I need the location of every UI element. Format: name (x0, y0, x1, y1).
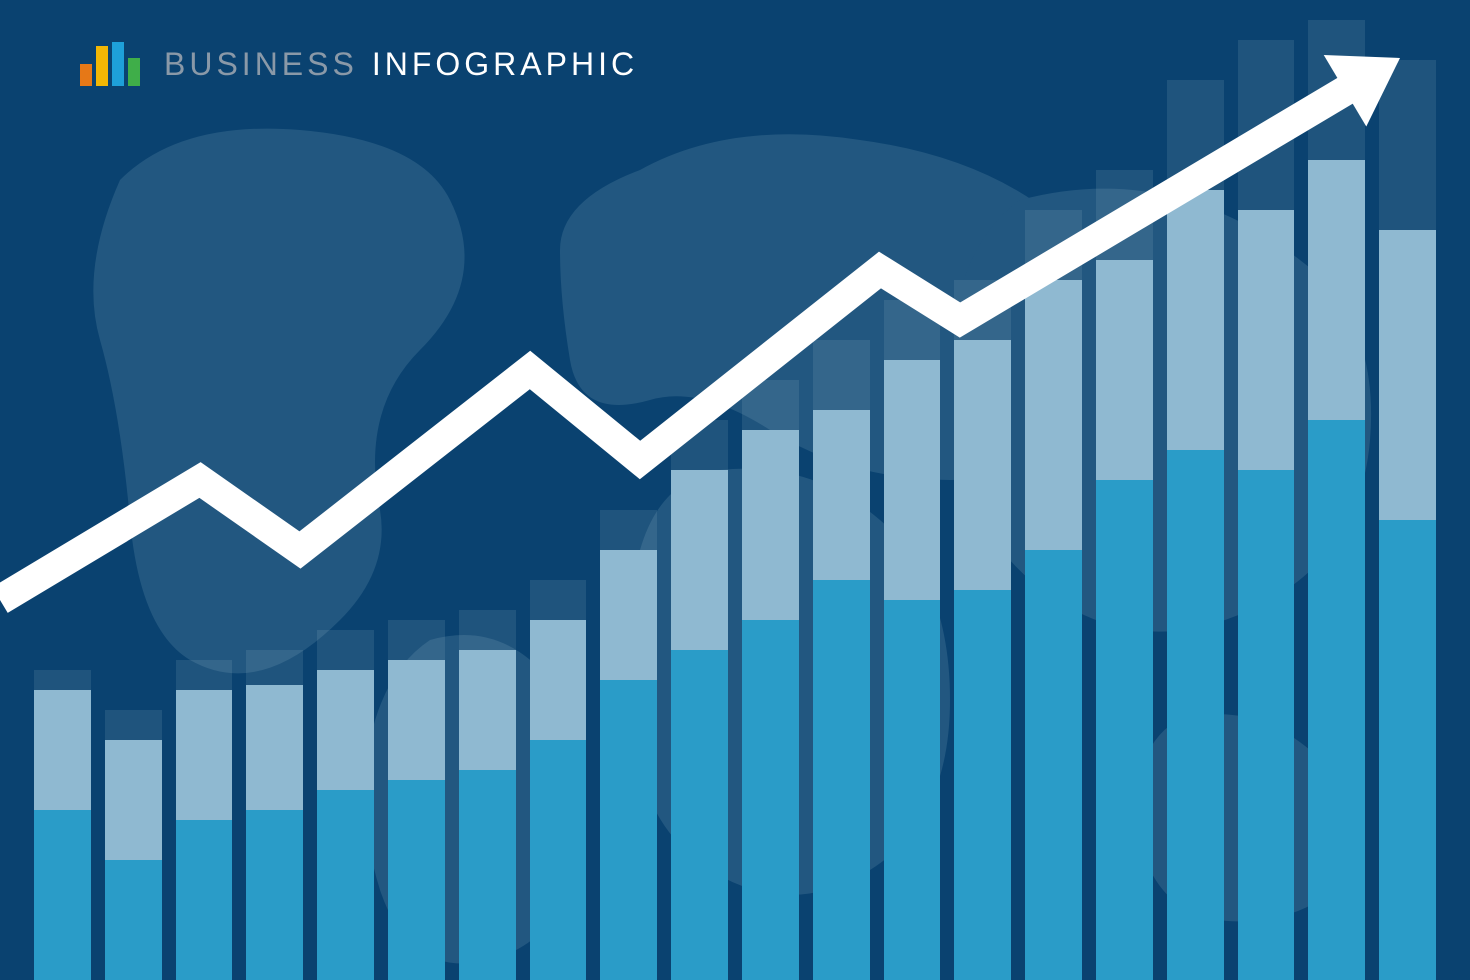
data-bar (954, 340, 1011, 980)
data-bar (530, 620, 587, 980)
bar-top-segment (1167, 190, 1224, 450)
bar-bottom-segment (671, 650, 728, 980)
bar-top-segment (1096, 260, 1153, 480)
bar-bottom-segment (1238, 470, 1295, 980)
bar-bottom-segment (742, 620, 799, 980)
bar-top-segment (1238, 210, 1295, 470)
data-bar (388, 660, 445, 980)
data-bar (176, 690, 233, 980)
data-bar (1308, 160, 1365, 980)
chart (0, 0, 1470, 980)
bar-top-segment (1025, 280, 1082, 550)
bar-top-segment (954, 340, 1011, 590)
bar-top-segment (600, 550, 657, 680)
bar-top-segment (317, 670, 374, 790)
bar-bottom-segment (176, 820, 233, 980)
bar-top-segment (176, 690, 233, 820)
bar-bottom-segment (1096, 480, 1153, 980)
bar-bottom-segment (105, 860, 162, 980)
bar-top-segment (813, 410, 870, 580)
bar-top-segment (742, 430, 799, 620)
bar-top-segment (34, 690, 91, 810)
data-bar (459, 650, 516, 980)
bar-bottom-segment (813, 580, 870, 980)
data-bar (813, 410, 870, 980)
bar-top-segment (671, 470, 728, 650)
bar-bottom-segment (1308, 420, 1365, 980)
data-bar (1025, 280, 1082, 980)
infographic-canvas: BUSINESS INFOGRAPHIC (0, 0, 1470, 980)
bar-top-segment (459, 650, 516, 770)
bar-bottom-segment (388, 780, 445, 980)
bar-bottom-segment (954, 590, 1011, 980)
data-bar (246, 685, 303, 980)
bar-top-segment (246, 685, 303, 810)
bar-bottom-segment (530, 740, 587, 980)
data-bar (742, 430, 799, 980)
data-bar (34, 690, 91, 980)
data-bar (671, 470, 728, 980)
bar-top-segment (530, 620, 587, 740)
data-bar (1238, 210, 1295, 980)
bar-bottom-segment (1379, 520, 1436, 980)
data-bar (600, 550, 657, 980)
bar-bottom-segment (884, 600, 941, 980)
bar-top-segment (388, 660, 445, 780)
bar-bottom-segment (246, 810, 303, 980)
bar-top-segment (884, 360, 941, 600)
bar-top-segment (1379, 230, 1436, 520)
bar-bottom-segment (600, 680, 657, 980)
data-bar (1167, 190, 1224, 980)
data-bar (1096, 260, 1153, 980)
bar-bottom-segment (317, 790, 374, 980)
data-bar (1379, 230, 1436, 980)
data-bar (317, 670, 374, 980)
chart-foreground-bars (0, 160, 1470, 980)
bar-bottom-segment (1167, 450, 1224, 980)
bar-top-segment (1308, 160, 1365, 420)
data-bar (884, 360, 941, 980)
bar-bottom-segment (1025, 550, 1082, 980)
bar-bottom-segment (34, 810, 91, 980)
data-bar (105, 740, 162, 980)
bar-bottom-segment (459, 770, 516, 980)
bar-top-segment (105, 740, 162, 860)
